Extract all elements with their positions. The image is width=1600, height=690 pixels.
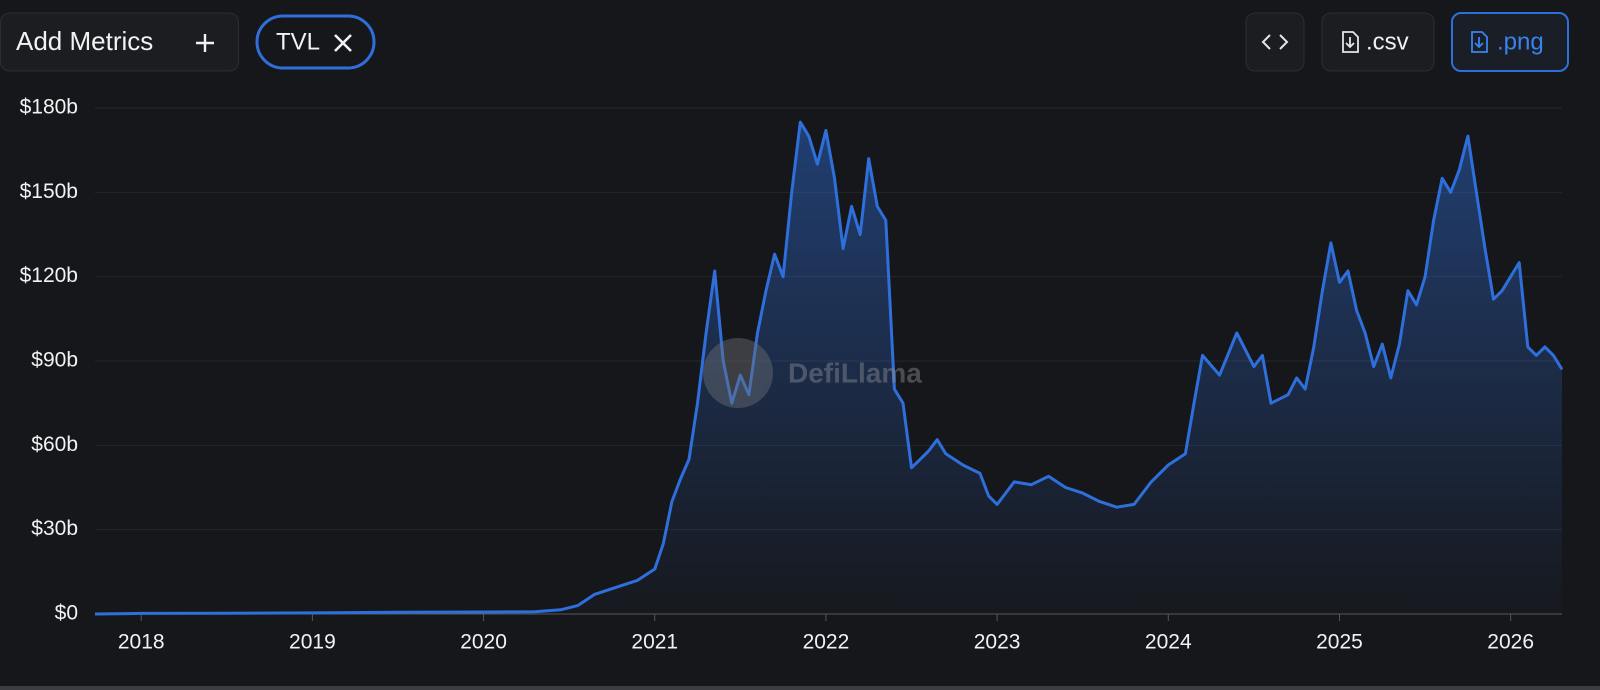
y-tick-label: $60b xyxy=(31,433,78,456)
button-frame xyxy=(0,12,239,72)
y-tick-label: $120b xyxy=(20,264,78,287)
code-icon xyxy=(1261,34,1289,50)
plot-area: $0 $30b $60b $90b $120b $150b $180b 2018 2019 202… xyxy=(20,96,1564,654)
button-label: Add Metrics xyxy=(16,26,153,56)
watermark-text: DefiLlama xyxy=(788,357,922,388)
x-tick-label: 2022 xyxy=(803,631,850,654)
button-label: .png xyxy=(1497,28,1544,55)
pill-frame xyxy=(255,14,376,70)
close-icon xyxy=(334,34,352,52)
button-label: .csv xyxy=(1366,28,1409,55)
x-tick-label: 2026 xyxy=(1487,631,1534,654)
x-tick-label: 2019 xyxy=(289,631,336,654)
button-frame xyxy=(1451,12,1569,72)
y-tick-label: $30b xyxy=(31,517,78,540)
x-tick-label: 2023 xyxy=(974,631,1021,654)
x-tick-label: 2021 xyxy=(631,631,678,654)
button-frame xyxy=(1245,12,1305,72)
png-button[interactable]: .png xyxy=(1451,12,1569,72)
y-tick-label: $0 xyxy=(55,602,78,625)
y-tick-label: $90b xyxy=(31,349,78,372)
file-icon xyxy=(1471,31,1488,53)
pill-label: TVL xyxy=(276,28,320,55)
x-tick-label: 2024 xyxy=(1145,631,1192,654)
area-fill xyxy=(95,122,1562,614)
button-frame xyxy=(1321,12,1435,72)
x-tick-label: 2020 xyxy=(460,631,507,654)
file-icon xyxy=(1342,31,1359,53)
csv-button[interactable]: .csv xyxy=(1321,12,1435,72)
watermark-logo xyxy=(703,338,773,408)
bottom-border xyxy=(0,686,1600,690)
series-line xyxy=(94,120,1564,616)
metric-pill[interactable]: TVL xyxy=(255,14,376,70)
x-tick-label: 2018 xyxy=(118,631,165,654)
add-metrics-button[interactable]: Add Metrics xyxy=(0,12,239,72)
plus-icon xyxy=(196,34,214,52)
y-tick-label: $150b xyxy=(20,180,78,203)
x-tick-label: 2025 xyxy=(1316,631,1363,654)
watermark: DefiLlama xyxy=(703,338,922,408)
embed-button[interactable] xyxy=(1245,12,1305,72)
y-tick-label: $180b xyxy=(20,96,78,119)
